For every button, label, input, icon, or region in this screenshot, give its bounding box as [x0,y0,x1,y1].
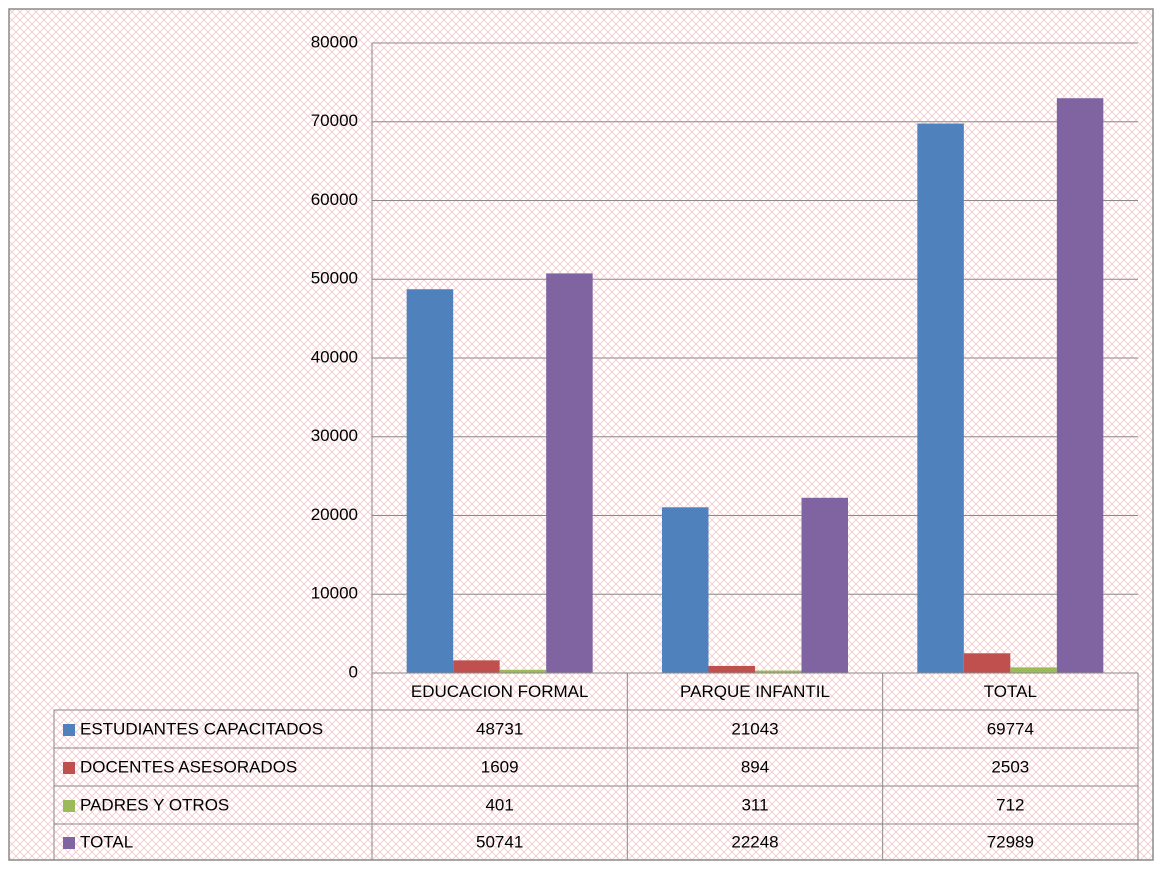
legend-swatch [63,762,75,774]
y-tick-label: 80000 [311,32,358,51]
y-tick-label: 10000 [311,584,358,603]
legend-label: TOTAL [80,832,133,851]
table-value: 72989 [987,832,1034,851]
table-value: 311 [741,795,768,814]
legend-label: DOCENTES ASESORADOS [80,757,297,776]
table-value: 894 [741,757,769,776]
table-value: 2503 [991,757,1029,776]
legend-label: PADRES Y OTROS [80,795,229,814]
bar [917,123,964,674]
y-tick-label: 0 [349,662,358,681]
bar [963,653,1011,673]
bar [1010,667,1057,673]
table-value: 1609 [481,757,519,776]
bar [499,669,547,673]
table-value: 69774 [987,719,1034,738]
x-tick-label: PARQUE INFANTIL [680,682,830,701]
bar [406,289,454,673]
legend-swatch [63,837,75,849]
table-value: 21043 [731,719,778,738]
bar [1056,98,1104,674]
x-tick-label: EDUCACION FORMAL [411,682,589,701]
y-tick-label: 70000 [311,111,358,130]
y-tick-label: 50000 [311,269,358,288]
table-value: 48731 [476,719,523,738]
table-value: 712 [996,795,1024,814]
legend-swatch [63,724,75,736]
y-tick-label: 30000 [311,426,358,445]
legend-swatch [63,800,75,812]
legend-label: ESTUDIANTES CAPACITADOS [80,719,323,738]
table-value: 22248 [731,832,778,851]
y-tick-label: 40000 [311,347,358,366]
bar [755,670,802,673]
y-tick-label: 60000 [311,190,358,209]
bar [453,660,500,673]
table-value: 401 [485,795,513,814]
bar [662,507,709,673]
bar [546,273,593,673]
bar [708,665,755,673]
x-tick-label: TOTAL [984,682,1037,701]
table-value: 50741 [476,832,523,851]
y-tick-label: 20000 [311,505,358,524]
bar [801,497,848,673]
